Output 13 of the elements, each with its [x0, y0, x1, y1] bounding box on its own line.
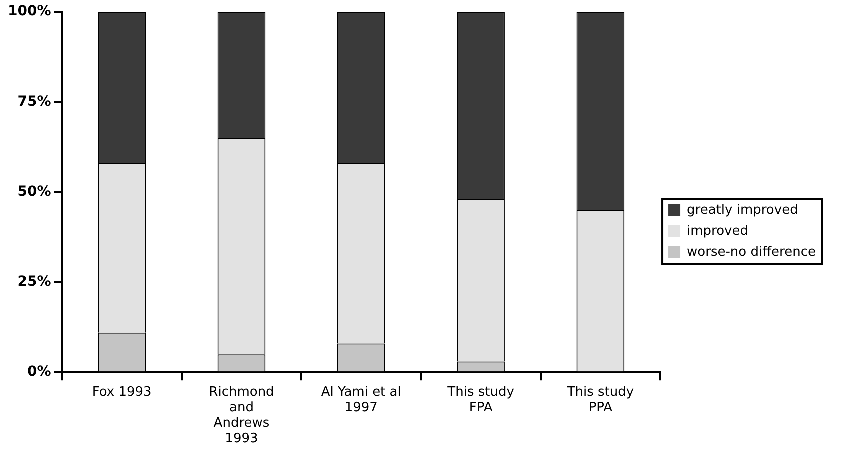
legend-label: improved [687, 224, 749, 239]
x-tick-label: Richmond and Andrews 1993 [209, 384, 274, 447]
legend-label: worse-no difference [687, 244, 816, 260]
y-tick-label: 25% [18, 274, 52, 290]
x-tick-label: Fox 1993 [92, 384, 152, 400]
y-tick-label: 75% [18, 94, 52, 110]
x-tick-label: This study FPA [446, 384, 515, 416]
y-tick-label: 100% [8, 4, 52, 20]
y-tick-label: 0% [27, 364, 52, 380]
x-tick-label: This study PPA [566, 384, 634, 416]
y-tick-label: 50% [18, 184, 52, 200]
x-tick-label: Al Yami et al 1997 [321, 384, 402, 416]
legend-label: greatly improved [687, 202, 798, 218]
